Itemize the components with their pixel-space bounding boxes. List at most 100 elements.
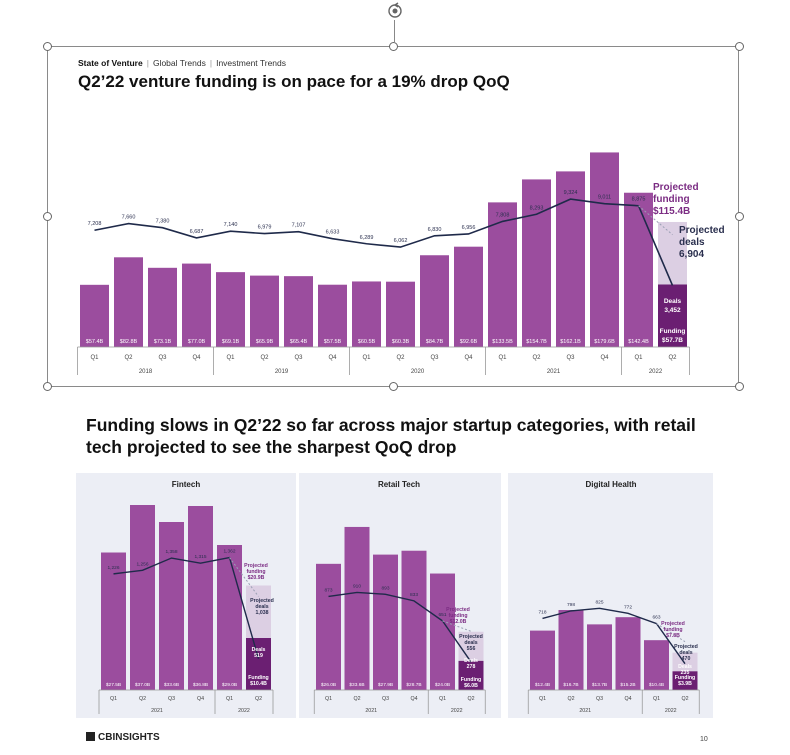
- rotate-handle-icon[interactable]: [386, 2, 404, 20]
- partial-funding-label: Funding: [248, 675, 268, 681]
- funding-bar-label: $27.5B: [106, 682, 121, 688]
- year-label: 2021: [579, 708, 591, 714]
- x-tick-label: Q3: [566, 355, 575, 361]
- year-label: 2022: [451, 708, 463, 714]
- funding-bar-label: $26.0B: [321, 682, 336, 688]
- resize-handle-bottom-center[interactable]: [389, 382, 398, 391]
- resize-handle-top-left[interactable]: [43, 42, 52, 51]
- partial-funding-bar: [672, 671, 698, 690]
- partial-deals-label: 519: [254, 653, 263, 659]
- funding-bar: [318, 284, 347, 347]
- x-tick-label: Q1: [226, 696, 233, 702]
- funding-bar: [316, 563, 341, 690]
- deals-label: 1,315: [194, 554, 206, 560]
- deals-label: 6,956: [462, 225, 476, 231]
- projected-deals-line: [442, 620, 472, 632]
- projected-deals-label: Projected: [459, 634, 483, 640]
- deals-label: 651: [438, 612, 446, 618]
- x-tick-label: Q4: [600, 355, 609, 361]
- x-tick-label: Q2: [467, 696, 474, 702]
- funding-bar: [401, 550, 427, 690]
- projected-deals-label: 1,038: [256, 610, 269, 616]
- deals-line: [542, 607, 686, 665]
- funding-bar: [420, 255, 449, 347]
- funding-bar: [624, 192, 653, 347]
- deals-line: [328, 591, 472, 663]
- year-label: 2022: [665, 708, 677, 714]
- x-tick-label: Q3: [430, 355, 439, 361]
- year-label: 2021: [151, 708, 163, 714]
- funding-bar-label: $28.7B: [406, 682, 421, 688]
- funding-bar: [373, 554, 398, 690]
- section-headline: Funding slows in Q2’22 so far across maj…: [86, 415, 696, 457]
- x-tick-label: Q2: [353, 696, 360, 702]
- partial-funding-label: $3.9B: [678, 681, 692, 687]
- funding-bar-label: $33.6B: [164, 682, 179, 688]
- x-tick-label: Q3: [382, 696, 389, 702]
- projected-funding-label: $20.9B: [248, 575, 265, 581]
- funding-bar: [558, 610, 584, 690]
- chart-title: Fintech: [172, 480, 201, 489]
- x-tick-label: Q1: [226, 355, 235, 361]
- funding-bar: [587, 624, 612, 690]
- partial-funding-bar: [246, 638, 271, 690]
- projected-funding-label: $12.0B: [450, 619, 467, 625]
- funding-bar: [217, 545, 242, 690]
- funding-bar-label: $82.8B: [120, 339, 138, 345]
- x-tick-label: Q3: [168, 696, 175, 702]
- projected-deals-label: deals: [679, 237, 705, 248]
- funding-bar: [188, 506, 213, 690]
- deals-label: 6,062: [394, 238, 408, 244]
- deals-label: 825: [595, 599, 603, 605]
- funding-bar: [101, 552, 126, 690]
- resize-handle-top-center[interactable]: [389, 42, 398, 51]
- projected-funding-label: funding: [246, 569, 265, 575]
- funding-bar-label: $15.2B: [620, 682, 635, 688]
- x-tick-label: Q4: [197, 696, 204, 702]
- year-label: 2020: [411, 369, 425, 375]
- partial-deals-label: 278: [467, 664, 476, 670]
- funding-bar-label: $154.7B: [526, 339, 547, 345]
- x-tick-label: Q1: [498, 355, 507, 361]
- funding-bar-label: $73.1B: [154, 339, 172, 345]
- partial-deals-label: Deals: [678, 664, 692, 670]
- projected-funding-label: funding: [653, 194, 690, 205]
- partial-funding-label: Funding: [675, 675, 695, 681]
- partial-funding-label: $10.4B: [250, 681, 267, 687]
- funding-bar-label: $16.7B: [563, 682, 578, 688]
- resize-handle-middle-left[interactable]: [43, 212, 52, 221]
- x-tick-label: Q3: [294, 355, 303, 361]
- deals-label: 7,107: [292, 223, 306, 229]
- year-label: 2021: [365, 708, 377, 714]
- resize-handle-bottom-right[interactable]: [735, 382, 744, 391]
- funding-bar-label: $69.1B: [222, 339, 240, 345]
- deals-label: 8,875: [632, 197, 646, 203]
- x-tick-label: Q1: [362, 355, 371, 361]
- resize-handle-top-right[interactable]: [735, 42, 744, 51]
- cbinsights-logo: CBINSIGHTS: [86, 732, 160, 743]
- deals-label: 1,358: [165, 549, 177, 555]
- resize-handle-middle-right[interactable]: [735, 212, 744, 221]
- deals-label: 893: [381, 585, 389, 591]
- funding-bar-label: $65.9B: [256, 339, 274, 345]
- projected-funding-label: $7.8B: [666, 633, 680, 639]
- deals-line: [94, 198, 674, 286]
- funding-bar-label: $65.4B: [290, 339, 308, 345]
- funding-bar: [159, 522, 184, 690]
- deals-label: 663: [652, 615, 660, 621]
- deals-label: 6,289: [360, 235, 374, 241]
- partial-deals-label: Deals: [664, 298, 682, 305]
- resize-handle-bottom-left[interactable]: [43, 382, 52, 391]
- deals-label: 9,011: [598, 195, 611, 201]
- x-tick-label: Q4: [328, 355, 337, 361]
- deals-label: 833: [410, 592, 418, 598]
- deals-label: 7,660: [122, 215, 136, 221]
- projected-deals-label: 556: [467, 646, 476, 652]
- page-number: 10: [700, 736, 708, 743]
- projected-deals-label: deals: [679, 650, 692, 656]
- deals-label: 9,324: [564, 190, 578, 196]
- x-tick-label: Q4: [464, 355, 473, 361]
- funding-bar-label: $10.4B: [649, 682, 664, 688]
- x-tick-label: Q1: [90, 355, 99, 361]
